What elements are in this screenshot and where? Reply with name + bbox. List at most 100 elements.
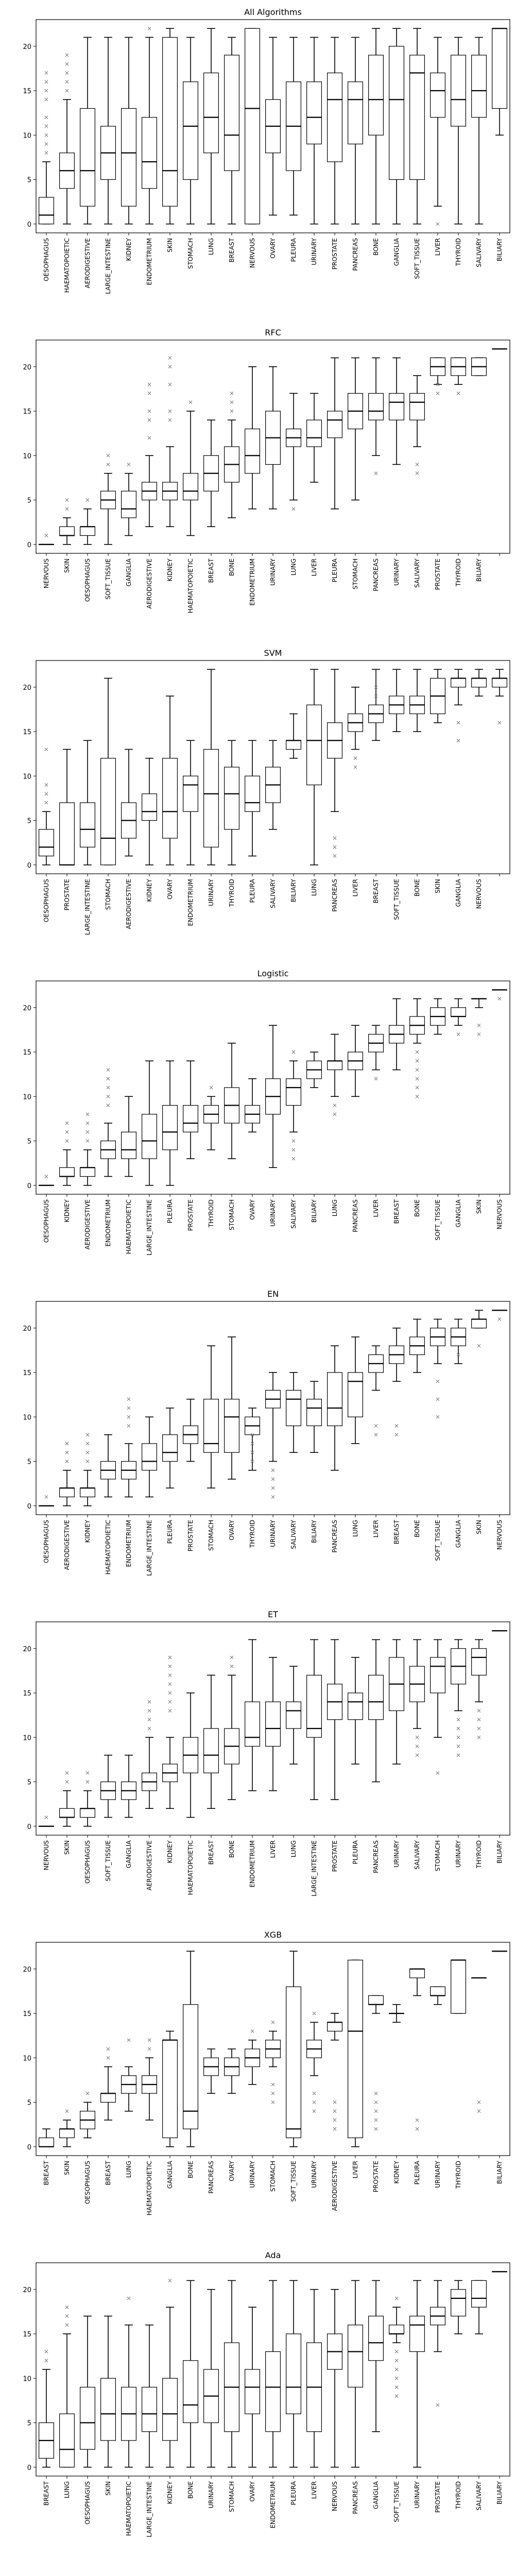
outlier-marker xyxy=(44,748,48,751)
iqr-box xyxy=(142,793,158,821)
x-tick-label: URINARY xyxy=(455,1840,462,1867)
y-tick-label: 15 xyxy=(23,408,31,416)
box-soft-tissue: SOFT_TISSUE xyxy=(409,28,425,279)
outlier-marker xyxy=(436,382,440,386)
chart-title: Ada xyxy=(265,2250,281,2260)
box-lung: LUNG xyxy=(285,1666,301,1857)
box-ovary: OVARY xyxy=(162,696,178,900)
x-tick-label: URINARY xyxy=(269,1199,277,1226)
x-tick-label: KIDNEY xyxy=(166,2481,174,2504)
x-tick-label: PANCREAS xyxy=(352,2481,359,2514)
outlier-marker xyxy=(168,1655,172,1659)
x-tick-label: SALIVARY xyxy=(414,1840,421,1869)
iqr-box xyxy=(100,758,116,866)
x-tick-label: ENDOMETRIUM xyxy=(187,879,194,926)
box-large-intestine: LARGE_INTESTINE xyxy=(142,1060,158,1256)
x-tick-label: NERVOUS xyxy=(43,558,50,588)
box-ganglia: GANGLIA xyxy=(121,1754,137,1868)
outlier-marker xyxy=(85,1442,90,1446)
x-tick-label: BREAST xyxy=(43,2481,50,2505)
box-oesophagus: OESOPHAGUS xyxy=(80,2315,96,2524)
box-bone: BONE xyxy=(224,392,240,576)
iqr-box xyxy=(491,28,507,109)
iqr-box xyxy=(59,526,75,536)
box-skin: SKIN xyxy=(471,1310,487,1534)
box-ganglia: GANGLIA xyxy=(450,1318,466,1548)
box-kidney: KIDNEY xyxy=(162,2279,178,2504)
x-tick-label: BREAST xyxy=(43,2160,50,2185)
outlier-marker xyxy=(333,854,337,858)
outlier-marker xyxy=(85,1460,90,1463)
x-tick-label: BONE xyxy=(372,238,380,256)
iqr-box xyxy=(80,526,96,536)
iqr-box xyxy=(142,1114,158,1159)
outlier-marker xyxy=(291,1148,296,1152)
x-tick-label: LARGE_INTESTINE xyxy=(146,2481,153,2537)
y-tick-label: 10 xyxy=(23,773,31,781)
iqr-box xyxy=(327,2022,342,2032)
outlier-marker xyxy=(44,151,48,155)
x-tick-label: BREAST xyxy=(228,238,235,262)
x-tick-label: THYROID xyxy=(249,1520,256,1548)
outlier-marker xyxy=(147,1700,151,1704)
x-tick-label: OVARY xyxy=(228,1519,235,1540)
outlier-marker xyxy=(85,1139,90,1143)
x-tick-label: ENDOMETRIUM xyxy=(105,1199,112,1247)
box-breast: BREAST xyxy=(203,1674,219,1865)
outlier-marker xyxy=(394,2359,399,2363)
plot-frame xyxy=(36,19,510,233)
box-haematopoietic: HAEMATOPOIETIC xyxy=(59,53,75,293)
iqr-box xyxy=(347,1372,363,1417)
box-unlabeled xyxy=(491,669,507,876)
iqr-box xyxy=(203,1728,219,1773)
box-soft-tissue: SOFT_TISSUE xyxy=(100,453,116,600)
x-tick-label: ENDOMETRIUM xyxy=(146,238,153,285)
outlier-marker xyxy=(374,2091,378,2095)
x-tick-label: SALIVARY xyxy=(475,238,483,267)
x-tick-label: STOMACH xyxy=(352,558,359,589)
x-tick-label: NERVOUS xyxy=(249,238,256,268)
box-liver: LIVER xyxy=(368,1025,384,1217)
y-tick-label: 0 xyxy=(27,2464,31,2472)
iqr-box xyxy=(121,1131,137,1159)
box-unlabeled xyxy=(491,348,507,556)
outlier-marker xyxy=(415,1753,419,1757)
box-stomach: STOMACH xyxy=(100,677,116,910)
iqr-box xyxy=(203,749,219,848)
outlier-marker xyxy=(271,1486,275,1490)
x-tick-label: SALIVARY xyxy=(475,2481,483,2510)
x-tick-label: LIVER xyxy=(352,879,359,896)
plot-frame xyxy=(36,1301,510,1515)
box-bone: BONE xyxy=(409,1318,425,1537)
iqr-box xyxy=(38,2137,54,2147)
x-tick-label: OESOPHAGUS xyxy=(43,238,50,281)
chart-title: EN xyxy=(267,1289,279,1299)
x-tick-label: BONE xyxy=(414,1520,421,1537)
outlier-marker xyxy=(44,2350,48,2353)
x-tick-label: BILIARY xyxy=(496,1840,503,1863)
chart-panel-6: ET 0 5 10 15 20 NERVOUS SKIN OESOPHAGUS SOFT_TISS… xyxy=(23,1609,510,1896)
outlier-marker xyxy=(127,1397,131,1401)
x-tick-label: BREAST xyxy=(105,2160,112,2185)
x-tick-label: SALIVARY xyxy=(290,1519,297,1549)
outlier-marker xyxy=(456,1744,460,1748)
x-tick-label: BILIARY xyxy=(311,1519,318,1543)
box-endometrium: ENDOMETRIUM xyxy=(245,366,261,606)
x-tick-label: SOFT_TISSUE xyxy=(393,879,400,920)
x-tick-label: SOFT_TISSUE xyxy=(105,1840,112,1882)
iqr-box xyxy=(59,1487,75,1498)
outlier-marker xyxy=(65,1780,69,1784)
iqr-box xyxy=(224,55,240,171)
outlier-marker xyxy=(374,694,378,698)
chart-panel-5: EN 0 5 10 15 20 OESOPHAGUS AERODIGESTIVE KIDNEY H… xyxy=(23,1289,510,1576)
outlier-marker xyxy=(436,392,440,395)
x-tick-label: OVARY xyxy=(269,238,277,258)
outlier-marker xyxy=(147,418,151,422)
x-tick-label: PANCREAS xyxy=(331,879,338,912)
outlier-marker xyxy=(230,1664,234,1668)
iqr-box xyxy=(203,72,219,154)
box-kidney: KIDNEY xyxy=(162,1655,178,1863)
box-pleura: PLEURA xyxy=(162,1408,178,1544)
x-tick-label: LUNG xyxy=(208,238,215,255)
